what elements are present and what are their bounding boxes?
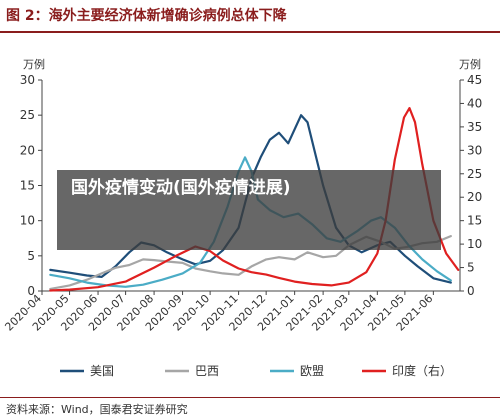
series-line-4 [49, 107, 460, 292]
right-tick-label: 15 [467, 214, 482, 228]
right-tick-label: 20 [467, 190, 482, 204]
overlay-text: 国外疫情变动(国外疫情进展) [71, 178, 291, 198]
left-tick-label: 5 [27, 249, 35, 263]
overlay-banner: 国外疫情变动(国外疫情进展) [57, 170, 441, 250]
figure-title: 图 2：海外主要经济体新增确诊病例总体下降 [6, 8, 287, 24]
right-axis-unit: 万例 [459, 57, 481, 71]
title-divider [0, 31, 500, 33]
right-tick-label: 30 [467, 143, 482, 157]
source-note: 资料来源：Wind，国泰君安证券研究 [6, 403, 188, 416]
legend-label-3: 欧盟 [300, 364, 324, 378]
left-tick-label: 30 [20, 73, 35, 87]
right-tick-label: 25 [467, 167, 482, 181]
left-tick-label: 25 [20, 108, 35, 122]
right-tick-label: 45 [467, 73, 482, 87]
left-tick-label: 15 [20, 179, 35, 193]
left-tick-label: 20 [20, 143, 35, 157]
legend-label-4: 印度（右） [392, 363, 452, 378]
right-tick-label: 35 [467, 120, 482, 134]
right-tick-label: 5 [467, 261, 475, 275]
left-tick-label: 10 [20, 214, 35, 228]
right-tick-label: 40 [467, 96, 482, 110]
legend-label-1: 美国 [90, 364, 114, 378]
legend-label-2: 巴西 [195, 364, 219, 378]
left-axis-unit: 万例 [23, 57, 45, 71]
right-tick-label: 10 [467, 237, 482, 251]
left-tick-label: 0 [27, 284, 35, 298]
footer-divider [0, 397, 500, 398]
right-tick-label: 0 [467, 284, 475, 298]
